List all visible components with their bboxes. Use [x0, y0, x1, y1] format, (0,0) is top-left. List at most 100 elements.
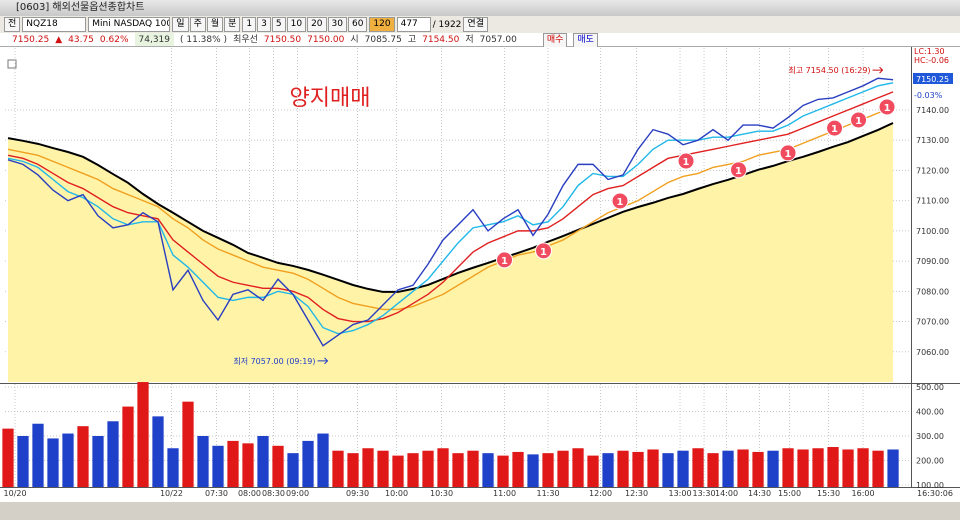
volume-bar	[182, 401, 194, 487]
right-label: HC:-0.06	[914, 56, 949, 65]
volume-bar	[842, 449, 854, 487]
volume-bar	[542, 453, 554, 487]
signal-marker	[677, 152, 695, 170]
minute-button[interactable]: 60	[347, 17, 368, 32]
x-tick-label: 09:00	[286, 489, 309, 498]
best-bid: 7150.00	[307, 35, 345, 45]
volume-bar	[692, 448, 704, 487]
window-title: [0603] 해외선물옵션종합차트	[16, 2, 145, 13]
panel-button[interactable]	[7, 59, 17, 69]
volume-bar	[92, 435, 104, 487]
count-input[interactable]: 477	[396, 17, 431, 32]
volume-bar	[677, 450, 689, 487]
link-button[interactable]: 연결	[463, 17, 488, 32]
volume-bar	[2, 428, 14, 487]
current-price-label: 7150.25	[916, 75, 949, 84]
y-tick-label: 7090.00	[916, 257, 949, 266]
x-tick-label: 10/20	[4, 489, 27, 498]
low: 7057.00	[479, 35, 517, 45]
period-button[interactable]: 월	[206, 17, 224, 32]
volume-bar	[707, 453, 719, 487]
volume-bar	[317, 433, 329, 487]
x-tick-label: 15:00	[778, 489, 801, 498]
x-tick-label: 14:00	[715, 489, 738, 498]
y-tick-label: 7100.00	[916, 227, 949, 236]
volume-rate: ( 11.38% )	[180, 35, 228, 45]
scrollbar[interactable]	[0, 502, 960, 520]
volume-bar	[167, 448, 179, 487]
volume-bar	[797, 449, 809, 487]
volume-bar	[107, 421, 119, 487]
chart: 양지매매 7060.00 7070.00 7080.00 7090.00 7100.00…	[0, 47, 960, 520]
y-tick-label: 7120.00	[916, 166, 949, 175]
volume-bar	[32, 423, 44, 487]
buy-button[interactable]: 매수	[542, 33, 568, 48]
volume-bar	[782, 448, 794, 487]
x-tick-label: 15:30	[817, 489, 840, 498]
x-tick-label: 12:30	[625, 489, 648, 498]
open-label: 시	[350, 35, 359, 45]
right-label: LC:1.30	[914, 47, 945, 56]
minute-buttons: 1 3 5 10 20 30 60	[242, 17, 368, 32]
signal-marker	[878, 98, 896, 116]
info-row: 7150.25 ▲ 43.75 0.62% 74,319 ( 11.38% ) …	[0, 33, 960, 48]
volume-bar	[857, 448, 869, 487]
volume-bar	[767, 450, 779, 487]
volume-bar	[47, 438, 59, 487]
volume-bar	[287, 453, 299, 487]
y-tick-label: 7110.00	[916, 197, 949, 206]
x-tick-label: 07:30	[205, 489, 228, 498]
y-tick-label: 400.00	[916, 407, 944, 416]
signal-marker	[850, 111, 868, 129]
symbol-input[interactable]: NQZ18	[22, 17, 87, 32]
volume-bar	[62, 433, 74, 487]
right-label: -0.03%	[914, 91, 943, 100]
minute-button[interactable]: 20	[307, 17, 327, 32]
x-tick-label: 16:00	[852, 489, 875, 498]
signal-label: 1	[617, 197, 624, 208]
volume-bar	[887, 449, 899, 487]
y-tick-label: 7070.00	[916, 318, 949, 327]
volume-bar	[152, 416, 164, 487]
low-label: 저	[465, 35, 474, 45]
volume-bar	[122, 406, 134, 487]
symbol-name: Mini NASDAQ 100(18.12)	[88, 17, 171, 32]
volume-bar	[722, 450, 734, 487]
moving-average	[7, 91, 894, 323]
signal-marker	[496, 251, 514, 269]
volume-bar	[497, 455, 509, 487]
volume-bar	[17, 435, 29, 487]
minute-button[interactable]: 30	[327, 17, 347, 32]
symbol-type[interactable]: 전	[4, 17, 21, 32]
minute-button[interactable]: 1	[242, 17, 257, 32]
y-tick-label: 300.00	[916, 432, 944, 441]
signal-label: 1	[540, 247, 547, 258]
period-button[interactable]: 분	[224, 17, 241, 32]
x-tick-label: 09:30	[346, 489, 369, 498]
volume-bar	[137, 382, 149, 487]
volume-bar	[812, 448, 824, 487]
low-arrow	[317, 357, 329, 365]
sell-button[interactable]: 매도	[573, 33, 598, 48]
volume-bar	[362, 448, 374, 487]
selected-minute[interactable]: 120	[369, 17, 395, 32]
y-tick-label: 100.00	[916, 481, 944, 490]
minute-button[interactable]: 10	[286, 17, 307, 32]
y-tick-label: 200.00	[916, 457, 944, 466]
volume-bar	[662, 453, 674, 487]
volume-bar	[587, 455, 599, 487]
minute-button[interactable]: 5	[271, 17, 286, 32]
volume-bar	[242, 443, 254, 487]
rate: 0.62%	[99, 35, 129, 45]
signal-label: 1	[735, 166, 742, 177]
best-label: 최우선	[233, 35, 258, 45]
minute-button[interactable]: 3	[257, 17, 271, 32]
y-tick-label: 500.00	[916, 383, 944, 392]
volume-bar	[467, 450, 479, 487]
volume-bar	[212, 445, 224, 487]
period-button[interactable]: 주	[189, 17, 206, 32]
volume-bar	[422, 450, 434, 487]
volume-bar	[77, 426, 89, 487]
period-button[interactable]: 일	[172, 17, 189, 32]
y-tick-label: 7060.00	[916, 348, 949, 357]
